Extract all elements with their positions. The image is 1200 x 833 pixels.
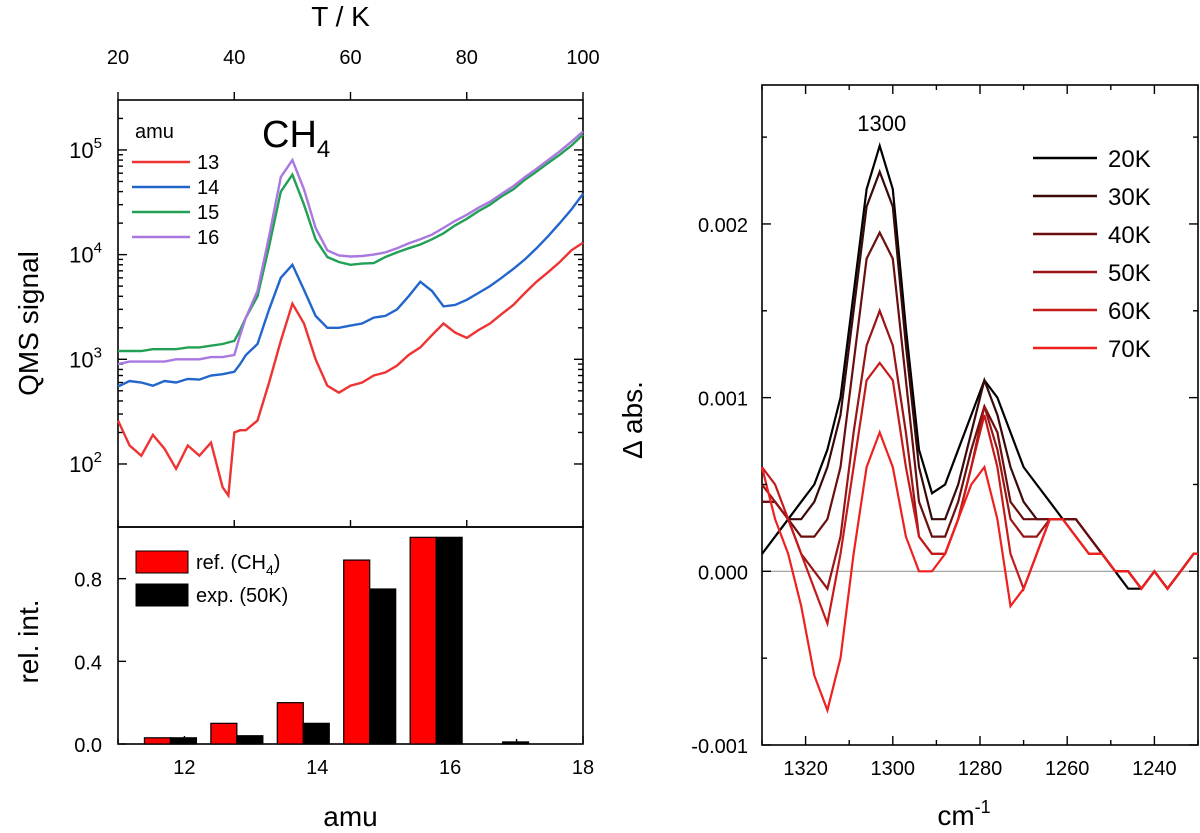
qms-y-tick-base: 10: [69, 138, 93, 163]
ir-series-line-70K: [760, 429, 1198, 714]
bars-legend-label: ref. (CH4): [196, 552, 280, 578]
bars-x-axis-title: amu: [323, 801, 377, 832]
bar-ref-amu-16: [409, 536, 437, 745]
bar-exp-amu-12: [169, 737, 198, 745]
qms-x-tick-label: 20: [107, 47, 129, 69]
bar-exp-amu-16: [435, 536, 463, 745]
qms-x-tick-label: 40: [223, 47, 245, 69]
bars-x-tick-label: 18: [572, 757, 594, 779]
bar-exp-amu-17: [501, 741, 530, 745]
qms-legend-label: 16: [197, 227, 219, 249]
qms-y-tick-exp: 4: [94, 240, 102, 257]
bars-y-axis-title: rel. int.: [13, 599, 44, 683]
bars-y-tick-label: 0.4: [74, 652, 102, 674]
qms-y-tick-exp: 2: [94, 449, 102, 466]
ir-x-axis-title-main: cm: [937, 800, 974, 831]
qms-y-tick-exp: 3: [94, 344, 102, 361]
ir-difference-panel: 1320 1300 1280 1260 1240 cm-1 -0.001 0.000 0.001…: [617, 84, 1199, 831]
qms-x-axis-title: T / K: [311, 1, 370, 32]
bar-ref-amu-14: [276, 702, 304, 745]
qms-y-tick-base: 10: [69, 243, 93, 268]
qms-y-tick-label: 104: [69, 240, 102, 268]
bars-legend-label-main: exp. (50K): [196, 585, 288, 607]
bars-x-tick-label: 16: [439, 757, 461, 779]
bars-y-tick-label: 0.0: [74, 735, 102, 757]
relative-intensity-panel: 12 14 16 18 amu 0.0 0.4 0.8 rel. int. ref. (CH4) e…: [13, 526, 594, 832]
ir-y-axis-title: Δ abs.: [617, 381, 648, 459]
ir-legend-label: 70K: [1108, 336, 1151, 363]
qms-x-tick-label: 80: [456, 47, 478, 69]
bar-exp-amu-13: [236, 735, 264, 745]
ir-x-tick-label: 1300: [871, 758, 916, 780]
ir-series-line-20K: [761, 141, 1198, 591]
ir-y-tick-label: 0.002: [698, 215, 748, 237]
bars-legend-label-sub: 4: [266, 562, 274, 578]
qms-y-tick-label: 102: [69, 449, 102, 477]
ir-y-tick-label: -0.001: [691, 736, 748, 758]
bars-legend-label-main: ref. (CH: [196, 552, 266, 574]
ir-legend-label: 20K: [1108, 146, 1151, 173]
qms-x-tick-label: 100: [566, 47, 599, 69]
qms-y-axis-title: QMS signal: [13, 251, 44, 396]
qms-legend-label: 15: [197, 202, 219, 224]
ir-legend-label: 60K: [1108, 298, 1151, 325]
qms-y-tick-label: 105: [69, 135, 102, 163]
qms-y-tick-label: 103: [69, 344, 102, 372]
ir-y-tick-label: 0.000: [698, 562, 748, 584]
qms-legend-label: 14: [197, 177, 219, 199]
ir-x-tick-label: 1260: [1045, 758, 1090, 780]
bars-legend-swatch: [135, 583, 189, 607]
qms-plot-frame: [117, 99, 584, 528]
qms-title-main: CH: [262, 114, 317, 156]
ir-x-axis-title: cm-1: [937, 797, 990, 831]
bar-ref-amu-15: [343, 559, 371, 745]
qms-legend-title: amu: [135, 121, 174, 143]
ir-x-tick-label: 1240: [1132, 758, 1177, 780]
ir-y-tick-label: 0.001: [698, 389, 748, 411]
bars-legend-label-end: ): [274, 552, 281, 574]
bar-exp-amu-15: [369, 588, 397, 745]
qms-series-line-amu-15: [118, 133, 584, 353]
bars-legend-label: exp. (50K): [196, 585, 288, 607]
bar-exp-amu-14: [302, 722, 330, 745]
qms-y-tick-exp: 5: [94, 135, 102, 152]
bars-x-tick-label: 14: [306, 757, 328, 779]
qms-series-line-amu-13: [116, 241, 584, 499]
qms-title: CH4: [262, 114, 330, 163]
qms-title-sub: 4: [317, 136, 330, 163]
bar-ref-amu-13: [210, 722, 238, 745]
qms-series-line-amu-16: [117, 130, 584, 366]
ir-x-axis-title-sup: -1: [975, 797, 991, 817]
qms-series-line-amu-14: [117, 193, 584, 388]
ir-legend-label: 30K: [1108, 184, 1151, 211]
bars-legend-swatch: [135, 550, 189, 574]
ir-legend-label: 40K: [1108, 222, 1151, 249]
qms-x-tick-label: 60: [339, 47, 361, 69]
bars-x-tick-label: 12: [173, 757, 195, 779]
ir-x-tick-label: 1320: [783, 758, 828, 780]
qms-y-tick-base: 10: [69, 452, 93, 477]
bars-y-tick-label: 0.8: [74, 570, 102, 592]
bar-ref-amu-12: [143, 737, 172, 745]
ir-legend-label: 50K: [1108, 260, 1151, 287]
ir-peak-annotation: 1300: [857, 111, 906, 136]
qms-y-tick-base: 10: [69, 347, 93, 372]
qms-legend-label: 13: [197, 152, 219, 174]
ir-x-tick-label: 1280: [958, 758, 1003, 780]
